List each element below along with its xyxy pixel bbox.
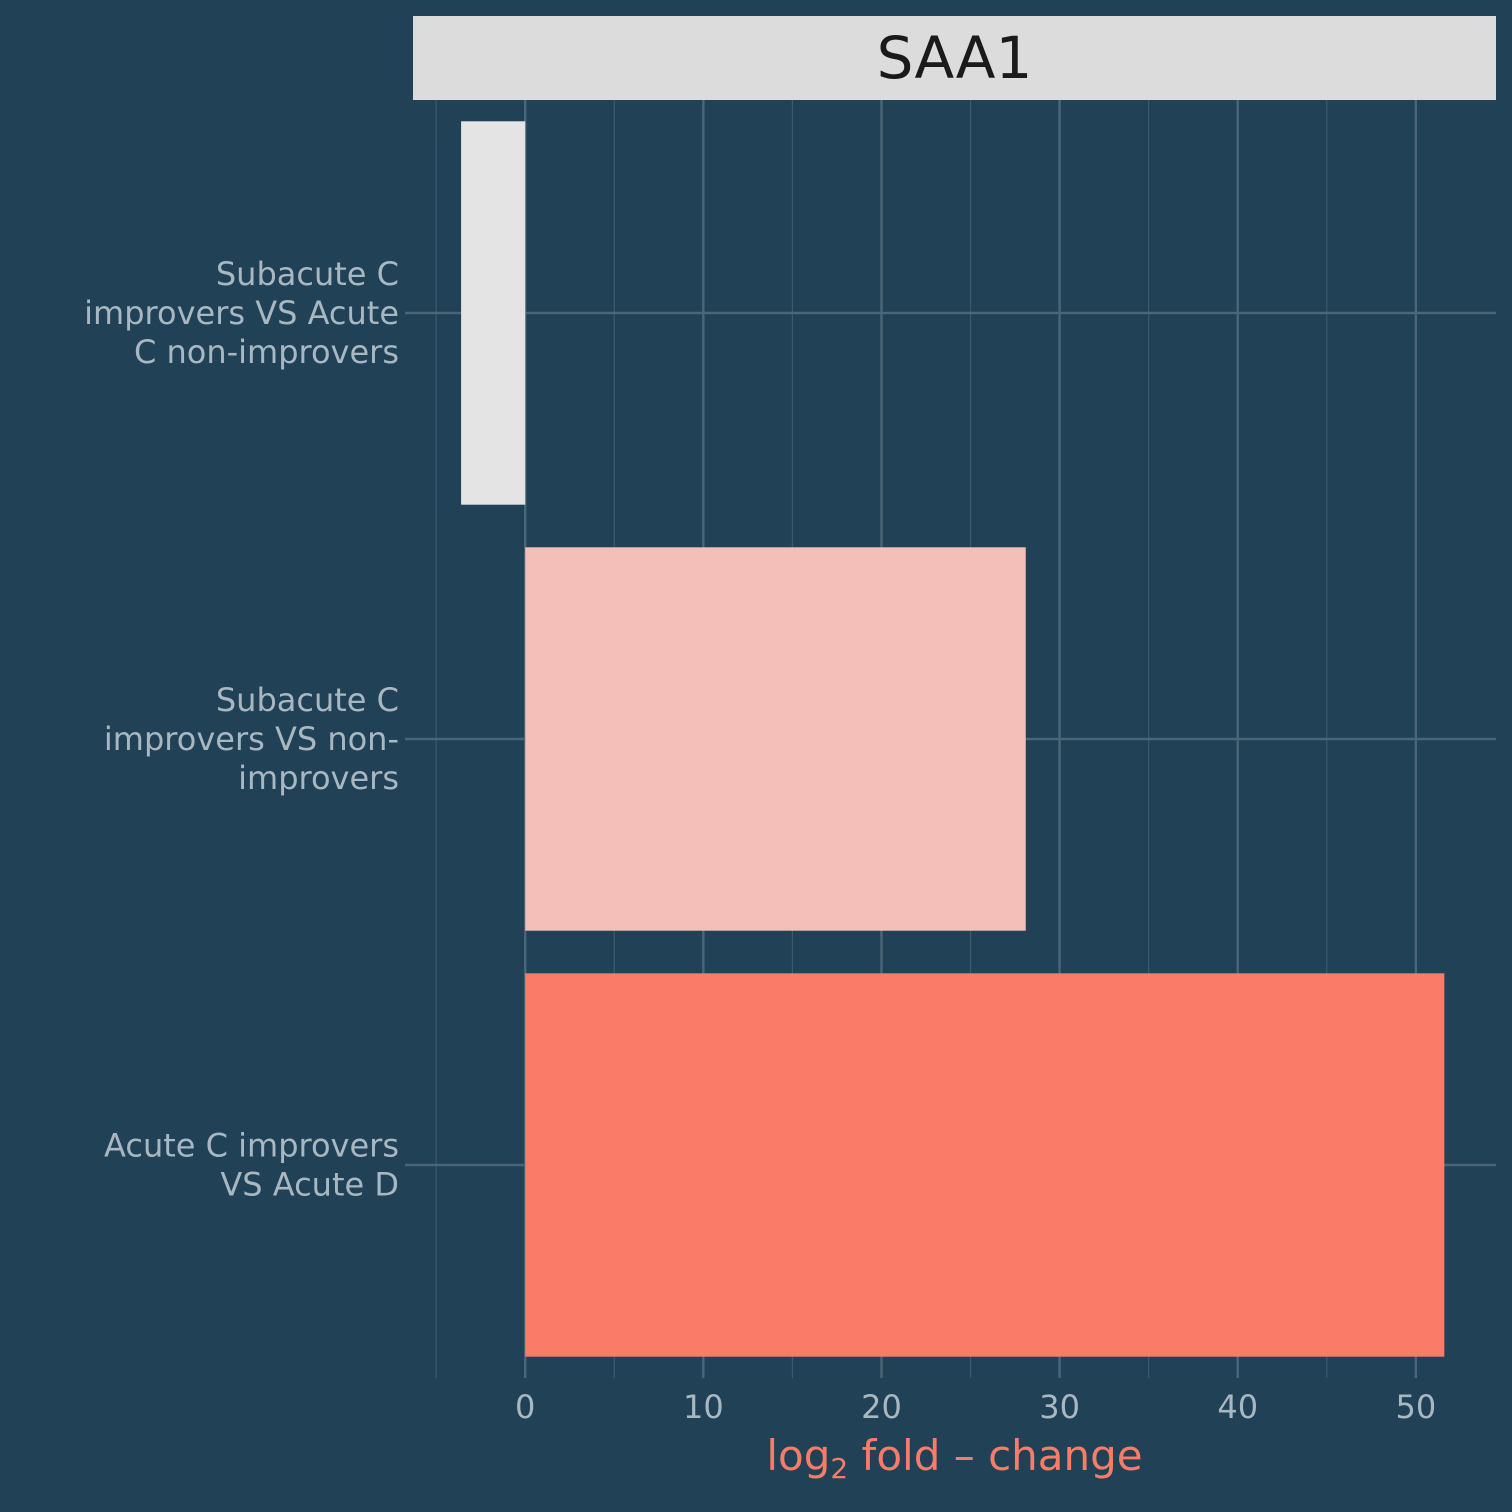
- y-tick-label-line: Subacute C: [216, 255, 399, 293]
- x-tick-label: 40: [1217, 1388, 1258, 1426]
- facet-title: SAA1: [877, 24, 1033, 92]
- x-tick-labels: 0 10 20 30 40 50: [515, 1388, 1436, 1426]
- y-tick-label-line: C non-improvers: [134, 333, 399, 371]
- x-tick-label: 0: [515, 1388, 535, 1426]
- bar: [525, 547, 1026, 931]
- y-tick-label-line: improvers: [238, 759, 399, 797]
- x-tick-label: 30: [1039, 1388, 1080, 1426]
- bar: [461, 121, 526, 505]
- x-axis-title-subscript: 2: [830, 1452, 848, 1485]
- x-axis-title-rest: fold – change: [848, 1431, 1142, 1480]
- x-tick-label: 50: [1395, 1388, 1436, 1426]
- y-tick-label-line: Acute C improvers: [104, 1127, 399, 1165]
- x-tick-label: 20: [861, 1388, 902, 1426]
- bar: [525, 973, 1445, 1357]
- bar-layer: [461, 121, 1445, 1357]
- y-tick-label-line: improvers VS non-: [104, 720, 399, 758]
- y-tick-label-line: VS Acute D: [220, 1166, 399, 1204]
- facet-strip-background: [413, 16, 1496, 100]
- y-tick-label-line: Subacute C: [216, 681, 399, 719]
- y-tick-label-line: improvers VS Acute: [84, 294, 399, 332]
- y-tick-label: Acute C improvers VS Acute D: [104, 1127, 399, 1204]
- x-axis-title-main: log: [766, 1431, 830, 1480]
- x-axis-title: log2 fold – change: [766, 1431, 1142, 1485]
- x-tick-label: 10: [683, 1388, 724, 1426]
- facet-strip: SAA1: [413, 16, 1496, 100]
